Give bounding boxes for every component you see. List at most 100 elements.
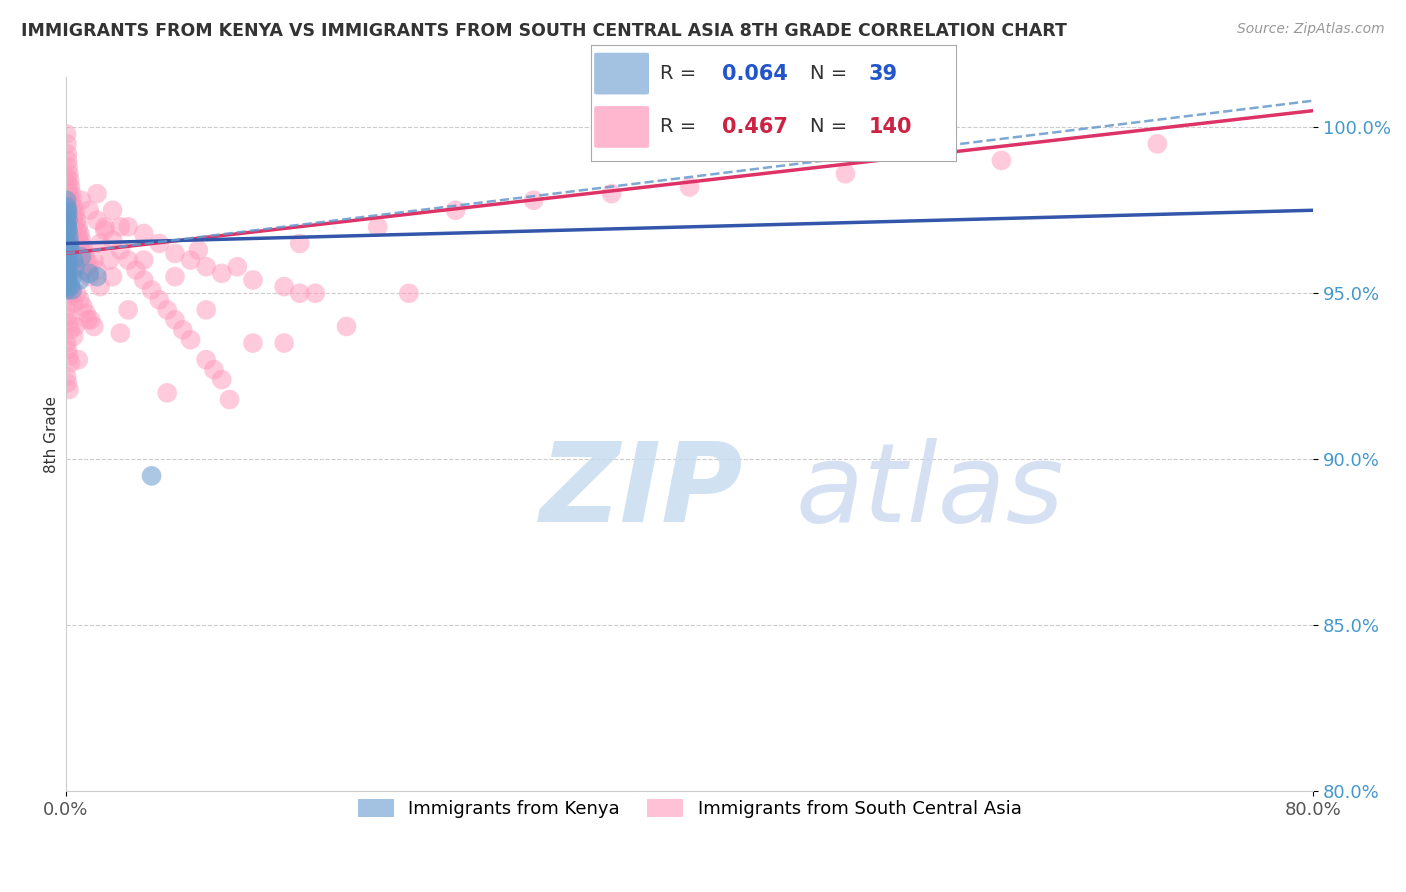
Point (62, 253, 84, 268)
Point (86, 269, 108, 284)
Point (70, 243, 93, 257)
Text: 0.064: 0.064 (723, 63, 787, 84)
Point (101, 233, 124, 247)
Point (211, 266, 233, 280)
Point (58, 167, 80, 181)
Point (55, 169, 77, 184)
Point (56, 177, 79, 191)
Point (163, 313, 186, 327)
Point (89, 279, 111, 293)
Point (60, 283, 83, 297)
Point (195, 302, 218, 317)
Point (148, 236, 170, 251)
Point (141, 283, 163, 297)
Text: 140: 140 (869, 117, 912, 137)
Point (60, 227, 83, 241)
Point (59, 323, 82, 337)
Point (288, 286, 311, 301)
Point (62, 263, 84, 277)
Point (59, 289, 82, 303)
Text: 39: 39 (869, 63, 897, 84)
Point (56, 136, 79, 151)
Point (59, 356, 82, 370)
Point (62, 210, 84, 224)
Point (77, 203, 100, 218)
Point (678, 180, 700, 194)
Point (56, 213, 79, 227)
Point (288, 236, 311, 251)
Point (70, 233, 93, 247)
Point (63, 206, 86, 220)
Point (187, 243, 209, 257)
Point (56, 183, 79, 197)
Point (63, 260, 86, 274)
Point (62, 236, 84, 251)
Point (58, 190, 80, 204)
Point (117, 253, 139, 268)
Point (218, 392, 240, 407)
Point (58, 229, 80, 244)
Text: Source: ZipAtlas.com: Source: ZipAtlas.com (1237, 22, 1385, 37)
Point (56, 250, 79, 264)
Point (72, 240, 94, 254)
Point (55, 266, 77, 280)
Point (63, 243, 86, 257)
Point (156, 302, 179, 317)
Point (56, 310, 79, 324)
Point (56, 227, 79, 241)
Point (56, 153, 79, 168)
Point (156, 385, 179, 400)
Point (59, 279, 82, 293)
Point (56, 277, 79, 291)
Point (98, 253, 121, 268)
Point (180, 333, 202, 347)
Point (110, 219, 132, 234)
Point (72, 300, 94, 314)
Point (55, 194, 77, 208)
Point (56, 240, 79, 254)
Point (132, 227, 155, 241)
Point (58, 349, 80, 363)
Point (59, 196, 82, 211)
Point (56, 376, 79, 390)
Point (56, 243, 79, 257)
Point (56, 277, 79, 291)
Point (242, 273, 264, 287)
Point (60, 194, 83, 208)
Point (55, 219, 77, 234)
Y-axis label: 8th Grade: 8th Grade (44, 396, 59, 473)
Point (110, 326, 132, 340)
Point (83, 253, 105, 268)
Point (75, 253, 97, 268)
FancyBboxPatch shape (595, 106, 650, 148)
Point (56, 273, 79, 287)
Point (70, 250, 93, 264)
Point (110, 243, 132, 257)
Point (66, 223, 89, 237)
Point (80, 313, 103, 327)
Point (58, 283, 80, 297)
Point (335, 319, 357, 334)
Point (56, 343, 79, 357)
Point (55, 127, 77, 141)
Point (444, 203, 467, 218)
Point (60, 286, 83, 301)
Point (76, 260, 98, 274)
Text: IMMIGRANTS FROM KENYA VS IMMIGRANTS FROM SOUTH CENTRAL ASIA 8TH GRADE CORRELATIO: IMMIGRANTS FROM KENYA VS IMMIGRANTS FROM… (21, 22, 1067, 40)
Point (101, 269, 124, 284)
Point (242, 336, 264, 351)
Point (56, 219, 79, 234)
Point (56, 263, 79, 277)
Point (59, 243, 82, 257)
Point (195, 352, 218, 367)
Point (69, 273, 91, 287)
Point (62, 296, 84, 310)
Point (62, 233, 84, 247)
Point (273, 279, 295, 293)
Point (55, 302, 77, 317)
Point (56, 243, 79, 257)
Point (55, 227, 77, 241)
Point (55, 279, 77, 293)
Point (172, 323, 194, 337)
Point (94, 223, 117, 237)
